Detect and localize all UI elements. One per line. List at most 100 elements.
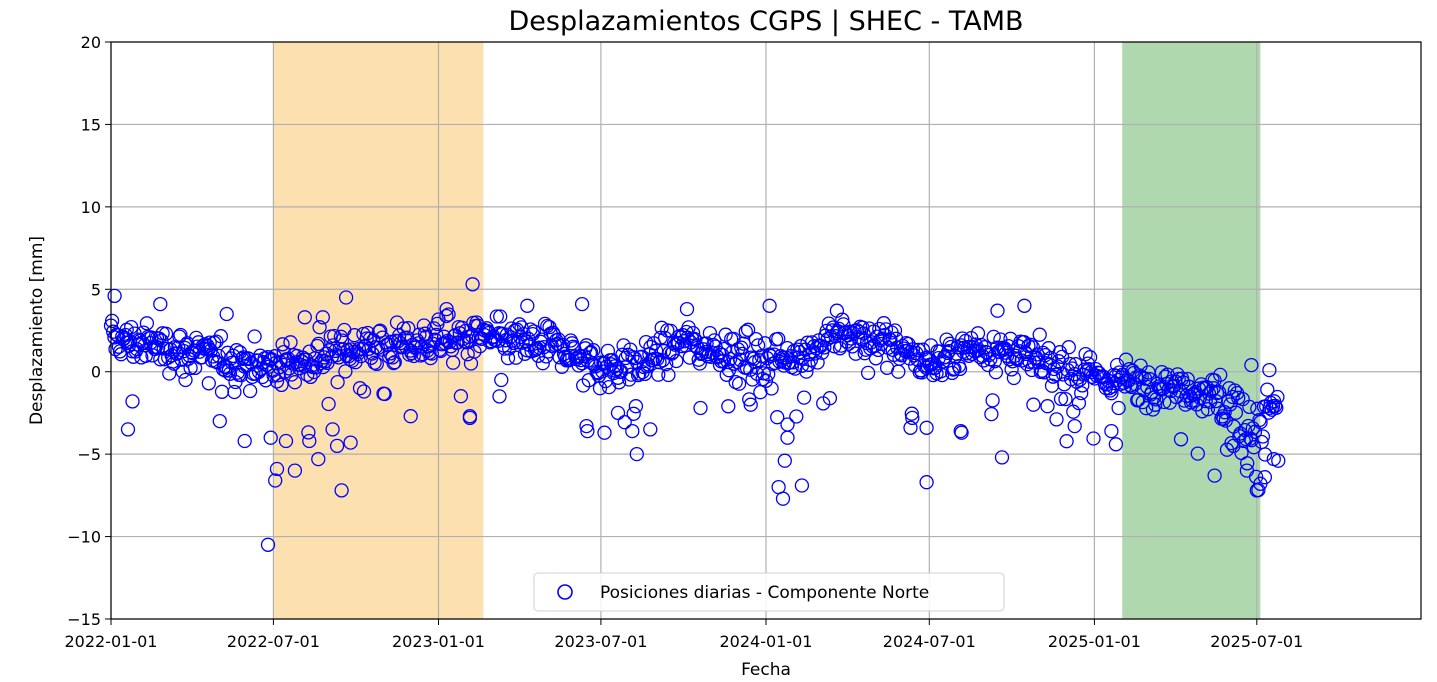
data-point-1070 (492, 389, 507, 404)
data-point-676 (862, 321, 877, 336)
data-point-1100 (994, 450, 1010, 465)
data-point-124 (242, 383, 258, 399)
data-point-1051 (268, 473, 283, 488)
data-point-1039 (1269, 400, 1284, 415)
data-point-1015 (1242, 399, 1257, 415)
x-tick-label-4: 2024-01-01 (720, 632, 813, 651)
data-point-1060 (329, 438, 345, 454)
data-point-1057 (311, 451, 326, 467)
data-point-1052 (269, 461, 285, 477)
data-point-1090 (780, 417, 795, 432)
data-point-845 (1051, 354, 1066, 369)
data-point-202 (330, 374, 345, 390)
data-point-595 (771, 331, 786, 347)
data-point-892 (1104, 386, 1119, 401)
data-point-582 (756, 366, 771, 381)
data-point-1045 (178, 372, 193, 388)
data-point-1063 (343, 435, 358, 450)
data-point-194 (321, 396, 336, 412)
data-point-176 (301, 425, 316, 440)
data-point-1064 (356, 384, 372, 399)
y-axis-label: Desplazamiento [mm] (27, 236, 47, 425)
data-point-123 (241, 351, 257, 367)
data-point-242 (375, 330, 390, 345)
data-point-718 (909, 345, 924, 361)
data-point-1040 (1270, 389, 1285, 405)
data-point-1099 (990, 303, 1005, 318)
data-point-1000 (1225, 389, 1240, 405)
data-point-98 (213, 329, 229, 344)
data-point-56 (166, 356, 181, 371)
data-point-279 (416, 318, 432, 333)
data-point-993 (1217, 405, 1232, 420)
data-point-851 (1058, 391, 1073, 407)
data-point-354 (500, 350, 516, 366)
data-point-1031 (1260, 382, 1275, 397)
data-point-608 (785, 355, 801, 370)
data-point-636 (817, 340, 832, 355)
data-point-99 (214, 384, 230, 399)
data-point-525 (692, 356, 707, 371)
data-point-1079 (629, 446, 644, 462)
data-point-871 (1080, 356, 1096, 371)
data-point-988 (1211, 385, 1227, 400)
data-point-568 (740, 322, 756, 337)
data-point-1029 (1257, 447, 1273, 462)
data-point-1072 (520, 298, 535, 313)
data-point-185 (311, 336, 326, 352)
data-point-1042 (120, 422, 136, 437)
data-points (103, 277, 1286, 552)
data-point-1097 (953, 423, 968, 439)
data-point-1091 (794, 478, 810, 493)
data-point-1106 (1111, 400, 1126, 416)
data-point-978 (1200, 402, 1216, 417)
data-point-989 (1213, 367, 1228, 383)
data-point-18 (124, 319, 139, 335)
data-point-840 (1045, 369, 1061, 384)
data-point-49 (158, 326, 174, 341)
data-point-223 (353, 348, 369, 364)
data-point-55 (165, 354, 180, 369)
data-point-270 (406, 348, 421, 364)
data-point-1105 (1108, 437, 1124, 452)
data-point-286 (424, 346, 439, 361)
data-point-1046 (201, 376, 216, 391)
data-point-671 (856, 326, 871, 341)
data-point-570 (743, 362, 758, 377)
data-point-175 (300, 367, 315, 382)
data-point-504 (669, 353, 684, 369)
data-point-577 (750, 338, 766, 353)
y-tick-label-0: −15 (67, 610, 101, 629)
data-point-153 (275, 337, 290, 352)
data-point-377 (526, 324, 541, 339)
data-point-682 (868, 351, 884, 366)
data-point-741 (934, 367, 950, 383)
data-point-1071 (494, 372, 509, 388)
data-point-386 (536, 339, 552, 355)
data-point-1104 (1104, 423, 1119, 439)
y-tick-label-3: 0 (91, 363, 101, 382)
legend-box (533, 572, 1005, 612)
data-point-152 (274, 377, 289, 393)
data-point-1112 (1257, 470, 1273, 485)
data-point-675 (860, 365, 876, 381)
data-point-1003 (1228, 405, 1244, 420)
data-point-552 (722, 351, 738, 367)
data-point-787 (986, 329, 1001, 345)
data-point-1089 (780, 430, 795, 445)
data-point-852 (1059, 434, 1074, 449)
data-point-1044 (153, 296, 168, 312)
x-tick-label-0: 2022-01-01 (65, 632, 158, 651)
shaded-period-0 (273, 42, 484, 619)
data-point-1013 (1240, 456, 1255, 471)
data-point-1074 (579, 418, 594, 434)
legend: Posiciones diarias - Componente Norte (533, 572, 1005, 612)
data-point-278 (415, 347, 430, 362)
data-point-1088 (777, 453, 792, 468)
data-point-230 (361, 341, 377, 356)
data-point-436 (592, 381, 608, 396)
data-point-426 (581, 373, 596, 388)
data-point-618 (796, 390, 812, 405)
data-point-494 (657, 330, 673, 346)
